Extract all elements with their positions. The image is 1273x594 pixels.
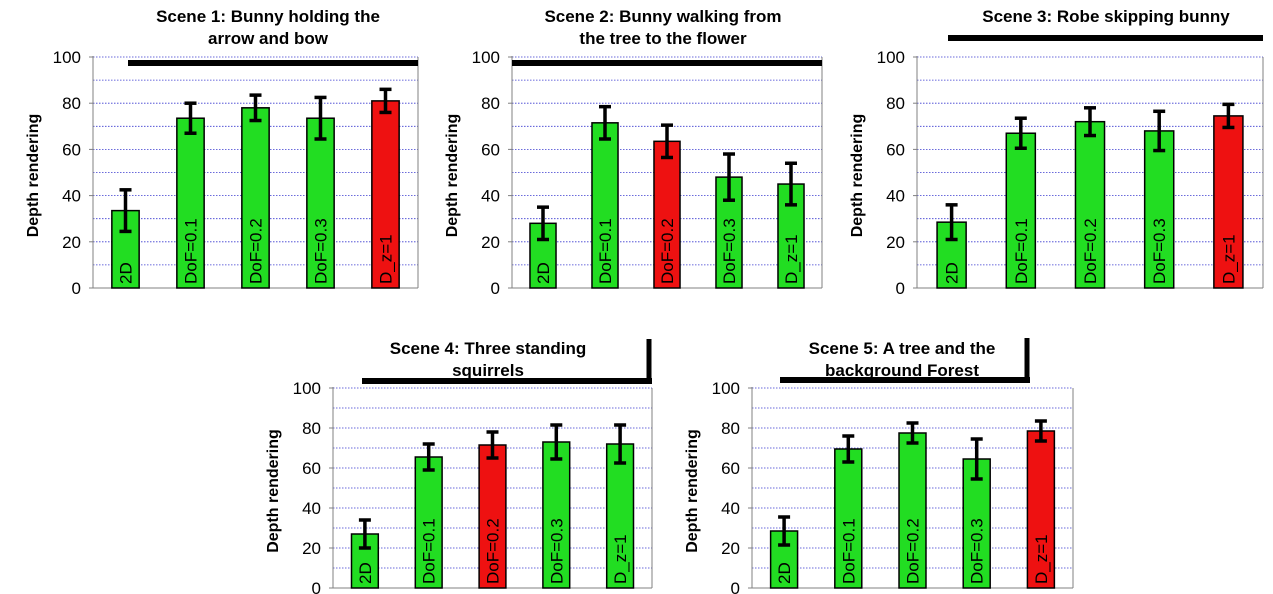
y-axis-label: Depth rendering [684,429,701,553]
bar [1213,115,1244,289]
y-tick-label: 100 [712,379,740,398]
y-tick-label: 60 [886,140,905,159]
chart-title: Scene 2: Bunny walking from [544,7,781,26]
bar [414,456,443,589]
bar [241,107,270,289]
bar-category-label: D_z=1 [377,234,396,284]
bar-category-label: D_z=1 [782,234,801,284]
y-tick-label: 0 [72,279,81,298]
bar-category-label: DoF=0.3 [547,518,566,584]
bar-category-label: D_z=1 [611,534,630,584]
bar-category-label: DoF=0.2 [1081,218,1100,284]
bar-category-label: DoF=0.2 [484,518,503,584]
y-tick-label: 100 [53,48,81,67]
chart-title: Scene 4: Three standing [390,339,587,358]
y-tick-label: 20 [481,233,500,252]
y-axis-label: Depth rendering [444,114,461,238]
y-tick-label: 40 [721,499,740,518]
y-tick-label: 100 [877,48,905,67]
y-tick-label: 20 [62,233,81,252]
y-tick-label: 40 [886,187,905,206]
y-tick-label: 0 [491,279,500,298]
y-tick-label: 40 [62,187,81,206]
y-tick-label: 80 [481,94,500,113]
bar [350,533,380,589]
y-tick-label: 60 [302,459,321,478]
chart-panel-5: 0 20 40 60 80 100 Depth rendering 2D DoF=0.1 DoF=… [684,338,1074,594]
bar [1005,132,1037,289]
chart-panel-2: 0 20 40 60 80 100 Depth rendering 2D DoF=0.1 DoF=… [444,7,823,298]
chart-title: Scene 1: Bunny holding the [156,7,380,26]
bar-category-label: DoF=0.3 [968,518,987,584]
chart-panel-4: 0 20 40 60 80 100 Depth rendering 2D DoF=0.1 DoF=… [265,339,653,594]
bar-category-label: DoF=0.2 [658,218,677,284]
bar-category-label: D_z=1 [1032,534,1051,584]
y-tick-label: 100 [472,48,500,67]
chart-title: Scene 5: A tree and the [809,339,996,358]
y-axis-label: Depth rendering [849,114,866,238]
bar-category-label: 2D [775,562,794,584]
y-tick-label: 60 [481,140,500,159]
y-tick-label: 80 [721,419,740,438]
bar [834,448,863,589]
bar-category-label: DoF=0.2 [247,218,266,284]
y-tick-label: 20 [886,233,905,252]
bar [1026,430,1056,589]
y-tick-label: 60 [721,459,740,478]
bar-category-label: DoF=0.1 [596,218,615,284]
y-tick-label: 20 [721,539,740,558]
y-tick-label: 80 [886,94,905,113]
bar [605,443,635,589]
bar-category-label: DoF=0.2 [904,518,923,584]
chart-panel-3: 0 20 40 60 80 100 Depth rendering 2D DoF=0.1 DoF=… [849,7,1264,298]
bar-category-label: DoF=0.3 [720,218,739,284]
chart-title: background Forest [825,361,979,380]
y-tick-label: 0 [731,579,740,594]
y-tick-label: 0 [312,579,321,594]
bar-category-label: DoF=0.1 [182,218,201,284]
y-tick-label: 40 [481,187,500,206]
bar-category-label: 2D [534,262,553,284]
bar [542,441,571,589]
bar-category-label: DoF=0.3 [312,218,331,284]
bar-category-label: 2D [356,562,375,584]
chart-title: arrow and bow [208,29,329,48]
bar [1143,130,1175,289]
bar [1074,120,1106,289]
y-tick-label: 20 [302,539,321,558]
y-tick-label: 80 [302,419,321,438]
bar-category-label: DoF=0.1 [1012,218,1031,284]
y-tick-label: 40 [302,499,321,518]
bar [653,140,681,289]
bar [898,432,927,589]
y-tick-label: 100 [293,379,321,398]
y-axis-label: Depth rendering [265,429,282,553]
y-tick-label: 80 [62,94,81,113]
bar-category-label: DoF=0.1 [839,518,858,584]
y-tick-label: 60 [62,140,81,159]
bar [478,444,507,589]
bar-category-label: D_z=1 [1219,234,1238,284]
chart-panel-1: 0 20 40 60 80 100 Depth rendering 2D DoF=0.1 DoF=… [25,7,419,298]
y-tick-label: 0 [896,279,905,298]
chart-title: Scene 3: Robe skipping bunny [982,7,1230,26]
bar-category-label: 2D [117,262,136,284]
bar-category-label: 2D [943,262,962,284]
chart-title: squirrels [452,361,524,380]
chart-title: the tree to the flower [579,29,747,48]
bar-category-label: DoF=0.1 [420,518,439,584]
bar-category-label: DoF=0.3 [1150,218,1169,284]
y-axis-label: Depth rendering [25,114,42,238]
